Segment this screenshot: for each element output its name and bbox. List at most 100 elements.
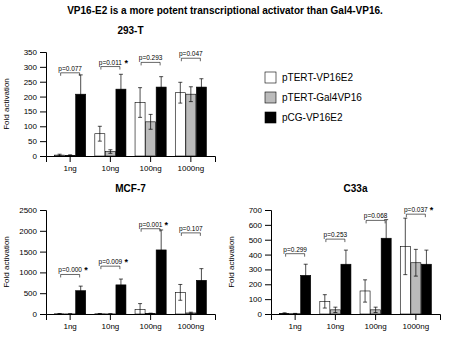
error-bar — [58, 154, 62, 156]
error-bar — [178, 82, 182, 103]
tick-mark — [40, 67, 46, 68]
error-bar — [98, 313, 102, 314]
tick: 10ng — [101, 156, 119, 173]
tick: 150 — [24, 107, 46, 116]
error-bar — [108, 313, 112, 314]
error-bar — [98, 126, 102, 141]
tick-label: 10ng — [101, 164, 119, 173]
error-bar — [344, 250, 348, 278]
bar — [95, 313, 105, 314]
bar — [290, 313, 300, 314]
error-bar — [293, 313, 297, 314]
x-axis: 1ng10ng100ng1000ng — [47, 314, 216, 331]
bracket — [141, 62, 160, 65]
tick-mark — [40, 156, 46, 157]
tick-label: 600 — [249, 221, 263, 230]
tick: 1000ng — [178, 314, 205, 331]
tick-label: 2500 — [19, 206, 37, 215]
tick-mark — [150, 314, 151, 320]
bracket — [61, 274, 80, 277]
tick-mark — [265, 210, 271, 211]
axis-title: Fold activation — [227, 236, 236, 288]
tick: 1ng — [63, 314, 76, 331]
tick-label: 1000ng — [178, 164, 205, 173]
tick-label: 10ng — [101, 322, 119, 331]
chart-title: 293-T — [117, 25, 143, 36]
bar — [105, 313, 115, 314]
annotation-label: p=0.047 — [179, 50, 203, 58]
tick-mark — [295, 314, 296, 320]
tick-mark — [335, 314, 336, 320]
tick: 100 — [24, 122, 46, 131]
tick: 200 — [249, 280, 271, 289]
bar — [65, 313, 75, 314]
error-bar — [374, 307, 378, 312]
tick-label: 1000 — [19, 268, 37, 277]
tick-mark — [265, 284, 271, 285]
annotation-sign: * — [124, 257, 128, 267]
tick-mark — [70, 156, 71, 162]
legend: pTERT-VP16E2pTERT-Gal4VP16pCG-VP16E2 — [265, 72, 362, 123]
annotation-sign: * — [430, 205, 434, 215]
tick-label: 100ng — [364, 322, 386, 331]
tick-label: 200 — [24, 93, 38, 102]
error-bar — [68, 313, 72, 314]
figure: VP16-E2 is a more potent transcriptional… — [0, 0, 450, 338]
tick-label: 300 — [249, 265, 263, 274]
tick-label: 10ng — [326, 322, 344, 331]
annotation-label: p=0.068 — [364, 212, 388, 220]
error-bar — [189, 87, 193, 102]
plot-area — [280, 218, 432, 314]
error-bar — [159, 230, 163, 270]
tick: 10ng — [101, 314, 119, 331]
tick: 1000 — [19, 268, 46, 277]
annotation-label: p=0.077 — [58, 65, 82, 73]
bar — [55, 155, 65, 156]
error-bar — [178, 284, 182, 300]
annotation-label: p=0.001 — [139, 221, 163, 229]
annotation-label: p=0.107 — [179, 225, 203, 233]
error-bar — [138, 88, 142, 118]
tick-label: 1000ng — [178, 322, 205, 331]
tick-mark — [40, 210, 46, 211]
axis-line — [272, 315, 441, 321]
tick-mark — [265, 240, 271, 241]
tick-mark — [375, 314, 376, 320]
tick: 1ng — [288, 314, 301, 331]
error-bar — [199, 269, 203, 292]
tick: 100ng — [364, 314, 386, 331]
annotation-sign: * — [165, 220, 169, 230]
tick: 400 — [249, 251, 271, 260]
tick-label: 1ng — [63, 322, 76, 331]
annotation-label: p=0.299 — [283, 246, 307, 254]
error-bar — [189, 312, 193, 313]
tick-label: 0 — [258, 310, 263, 319]
annotation-sign: * — [84, 265, 88, 275]
tick: 1000ng — [178, 156, 205, 173]
tick-mark — [40, 272, 46, 273]
y-axis: 0100200300400500600700 — [249, 206, 272, 319]
bar — [55, 313, 65, 314]
tick: 10ng — [326, 314, 344, 331]
error-bar — [414, 249, 418, 276]
tick-mark — [190, 314, 191, 320]
bar — [186, 94, 196, 156]
tick-mark — [40, 52, 46, 53]
tick: 2500 — [19, 206, 46, 215]
tick-mark — [70, 314, 71, 320]
tick-label: 200 — [249, 280, 263, 289]
error-bar — [159, 77, 163, 98]
tick-mark — [40, 141, 46, 142]
error-bar — [304, 264, 308, 286]
tick: 0 — [258, 310, 271, 319]
tick-label: 1ng — [63, 164, 76, 173]
legend-label: pTERT-Gal4VP16 — [282, 92, 362, 103]
annotation-sign: * — [124, 58, 128, 68]
error-bar — [79, 75, 83, 114]
bar — [196, 87, 206, 156]
annotation-label: p=0.293 — [139, 54, 163, 62]
bracket — [61, 73, 80, 76]
tick-mark — [40, 111, 46, 112]
y-axis: 050100150200250300350 — [24, 48, 47, 161]
legend-swatch — [265, 92, 276, 103]
